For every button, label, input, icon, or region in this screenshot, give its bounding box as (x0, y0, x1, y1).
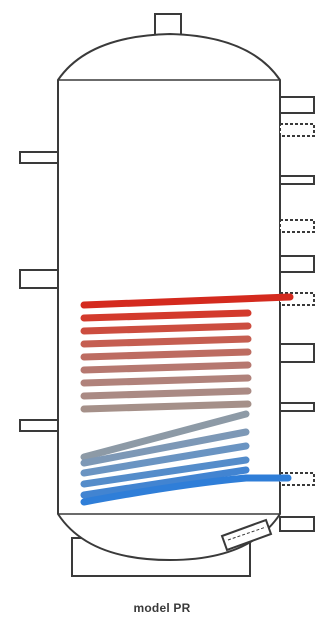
bottom-drain-flange (220, 518, 273, 552)
coil-hot-turn-1 (80, 309, 252, 322)
coil-cold-turn-3 (80, 456, 250, 488)
model-caption: model PR (133, 601, 191, 615)
coil-hot-turn-3 (80, 335, 252, 348)
top-nozzle (154, 13, 182, 37)
left-port-lower (19, 419, 59, 432)
right-port-10 (279, 516, 315, 532)
coil-hot-turn-6 (80, 374, 252, 387)
left-port-middle (19, 269, 59, 289)
right-port-1 (279, 96, 315, 114)
coil-hot-turn-5 (80, 361, 252, 374)
upper-heating-coil-icon (80, 293, 294, 413)
right-port-8 (279, 402, 315, 412)
coil-hot-turn-7 (80, 387, 252, 400)
coil-hot-inlet-pipe (80, 293, 294, 309)
coil-cold-turn-1 (80, 428, 250, 467)
right-port-3 (279, 175, 315, 185)
coil-cold-riser (80, 410, 250, 461)
right-port-4-sensor (279, 219, 315, 233)
lower-heating-coil-icon (80, 410, 292, 506)
left-port-upper (19, 151, 59, 164)
coil-hot-turn-2 (80, 322, 252, 335)
coil-cold-turn-2 (80, 442, 250, 477)
right-port-5 (279, 255, 315, 273)
left-connections (19, 151, 59, 432)
right-port-2-sensor (279, 123, 315, 137)
right-connections (279, 96, 315, 532)
coil-hot-turn-8 (80, 400, 252, 413)
coil-hot-turn-4 (80, 348, 252, 361)
right-port-7 (279, 343, 315, 363)
coil-cold-turn-4 (80, 466, 250, 499)
coil-cold-outlet-pipe (80, 474, 292, 506)
